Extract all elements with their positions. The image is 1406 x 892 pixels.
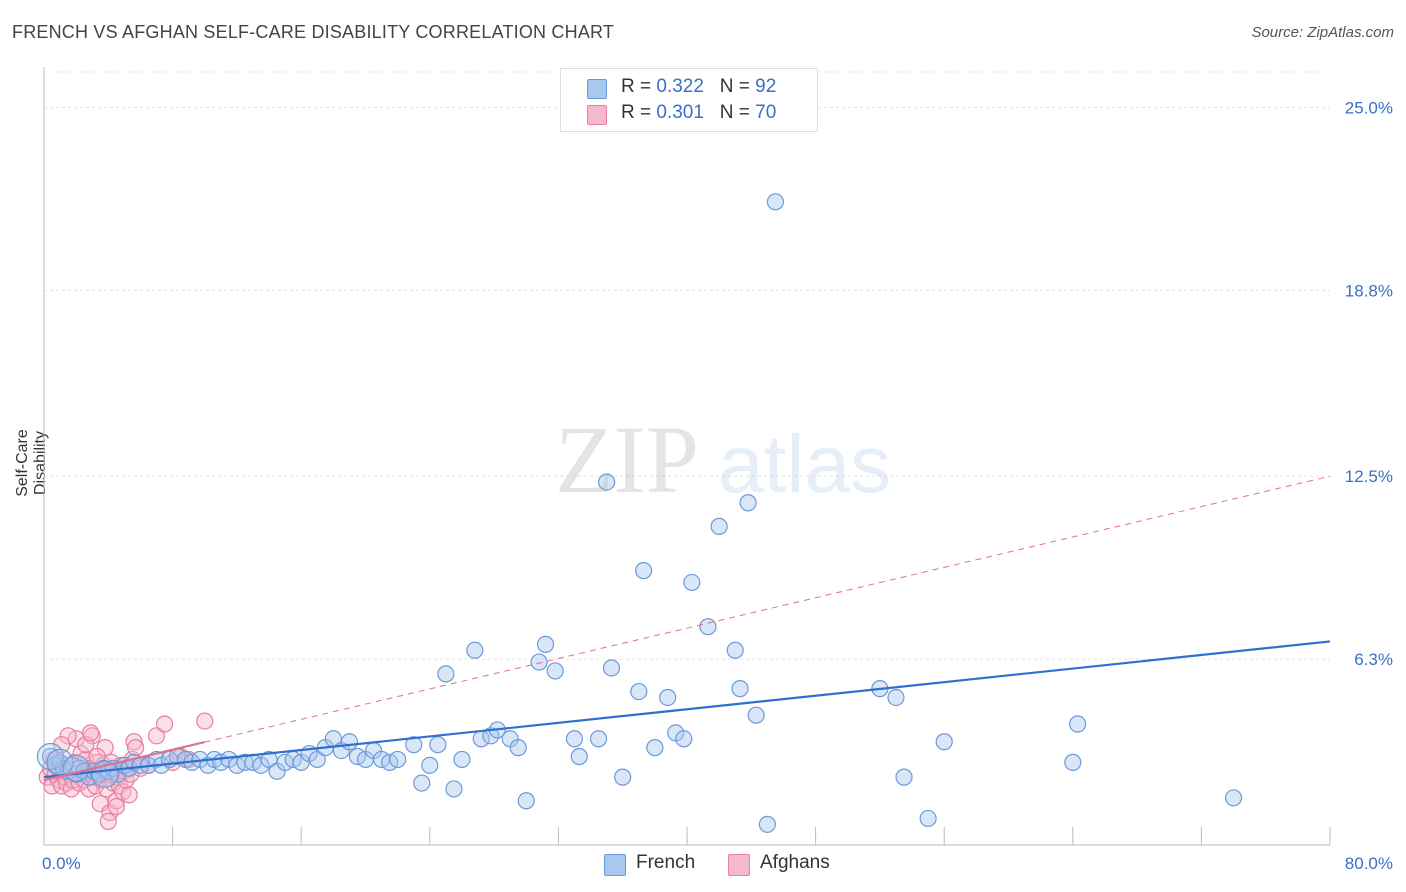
y-tick-label: 6.3% xyxy=(1354,650,1393,669)
afghans-point xyxy=(99,812,117,830)
french-point xyxy=(482,727,500,745)
series-legend: French Afghans xyxy=(0,852,1406,878)
french-point xyxy=(602,659,621,677)
french-point xyxy=(389,750,407,769)
french-point xyxy=(421,756,439,774)
french-point xyxy=(659,688,677,707)
french-point xyxy=(630,682,648,701)
french-point xyxy=(646,739,664,757)
french-point xyxy=(634,562,653,580)
french-swatch xyxy=(587,79,607,99)
watermark: ZIP atlas xyxy=(555,406,891,513)
french-point xyxy=(437,665,455,683)
afghans-point xyxy=(120,786,138,804)
french-point xyxy=(675,730,693,748)
afghans-point xyxy=(125,733,143,751)
french-point xyxy=(445,780,463,798)
watermark-zip: ZIP xyxy=(555,406,699,513)
afghans-trendline-dashed xyxy=(43,475,1331,781)
afghans-point xyxy=(127,739,145,757)
tick-labels: 6.3% 12.5% 18.8% 25.0% 0.0% 80.0% xyxy=(42,98,1393,873)
french-point xyxy=(1224,789,1243,807)
afghans-r-value: 0.301 xyxy=(656,102,704,123)
french-legend-swatch xyxy=(604,854,626,876)
afghans-legend-swatch xyxy=(728,854,750,876)
french-point xyxy=(405,736,423,754)
french-point xyxy=(739,494,757,512)
french-point xyxy=(919,809,937,828)
french-point xyxy=(766,193,785,211)
afghans-legend-label: Afghans xyxy=(760,852,830,873)
gridlines xyxy=(44,71,1330,660)
french-point xyxy=(710,517,728,535)
french-point xyxy=(726,641,744,659)
afghans-point xyxy=(155,715,174,733)
french-point xyxy=(466,641,484,659)
source-credit: Source: ZipAtlas.com xyxy=(1251,24,1394,41)
french-point xyxy=(758,815,776,833)
french-point xyxy=(565,730,584,748)
chart-title: FRENCH VS AFGHAN SELF-CARE DISABILITY CO… xyxy=(12,22,615,42)
y-tick-label: 18.8% xyxy=(1345,281,1393,300)
french-legend-label: French xyxy=(636,852,696,873)
legend-r-label: R = xyxy=(621,76,652,97)
afghans-point xyxy=(83,727,101,745)
afghans-point xyxy=(59,727,77,745)
afghans-point xyxy=(147,727,166,745)
french-point xyxy=(429,736,447,754)
french-point xyxy=(413,774,431,792)
french-point xyxy=(41,747,60,766)
french-point xyxy=(731,680,749,698)
afghans-point xyxy=(53,736,71,754)
french-point xyxy=(509,739,527,757)
afghans-n-value: 70 xyxy=(755,102,777,123)
french-point xyxy=(895,768,913,786)
x-tick-label: 0.0% xyxy=(42,854,81,873)
trendlines xyxy=(43,475,1331,782)
axes xyxy=(43,67,1331,846)
french-point xyxy=(747,706,765,724)
x-tick-label: 80.0% xyxy=(1345,854,1393,873)
french-n-value: 92 xyxy=(755,76,777,97)
afghans-swatch xyxy=(587,105,607,125)
french-point xyxy=(570,747,588,766)
afghans-point xyxy=(196,712,214,730)
y-tick-label: 25.0% xyxy=(1345,98,1393,117)
french-point xyxy=(699,618,717,636)
french-trendline xyxy=(43,640,1331,779)
french-points xyxy=(36,193,1243,833)
french-point xyxy=(546,662,564,680)
legend-n-label: N = xyxy=(719,102,750,123)
legend-r-label: R = xyxy=(621,102,652,123)
french-point xyxy=(1069,715,1087,733)
french-point xyxy=(1064,753,1082,771)
french-point xyxy=(614,768,632,786)
french-point xyxy=(935,733,953,751)
french-r-value: 0.322 xyxy=(656,76,704,97)
french-point xyxy=(308,750,326,769)
french-point xyxy=(340,733,359,751)
french-point xyxy=(683,573,701,592)
french-point xyxy=(517,792,535,810)
afghans-trendline-solid xyxy=(43,741,206,782)
french-point-large xyxy=(62,754,90,782)
french-point xyxy=(589,730,608,748)
french-point xyxy=(887,688,905,707)
y-tick-label: 12.5% xyxy=(1345,467,1393,486)
french-point xyxy=(453,750,471,769)
afghans-point xyxy=(107,798,125,816)
stats-legend: R = 0.322 N = 92 R = 0.301 N = 70 xyxy=(560,68,818,132)
legend-n-label: N = xyxy=(719,76,750,97)
french-point xyxy=(598,473,616,491)
french-point xyxy=(530,653,548,671)
french-point xyxy=(536,635,555,653)
afghans-point xyxy=(82,724,100,742)
